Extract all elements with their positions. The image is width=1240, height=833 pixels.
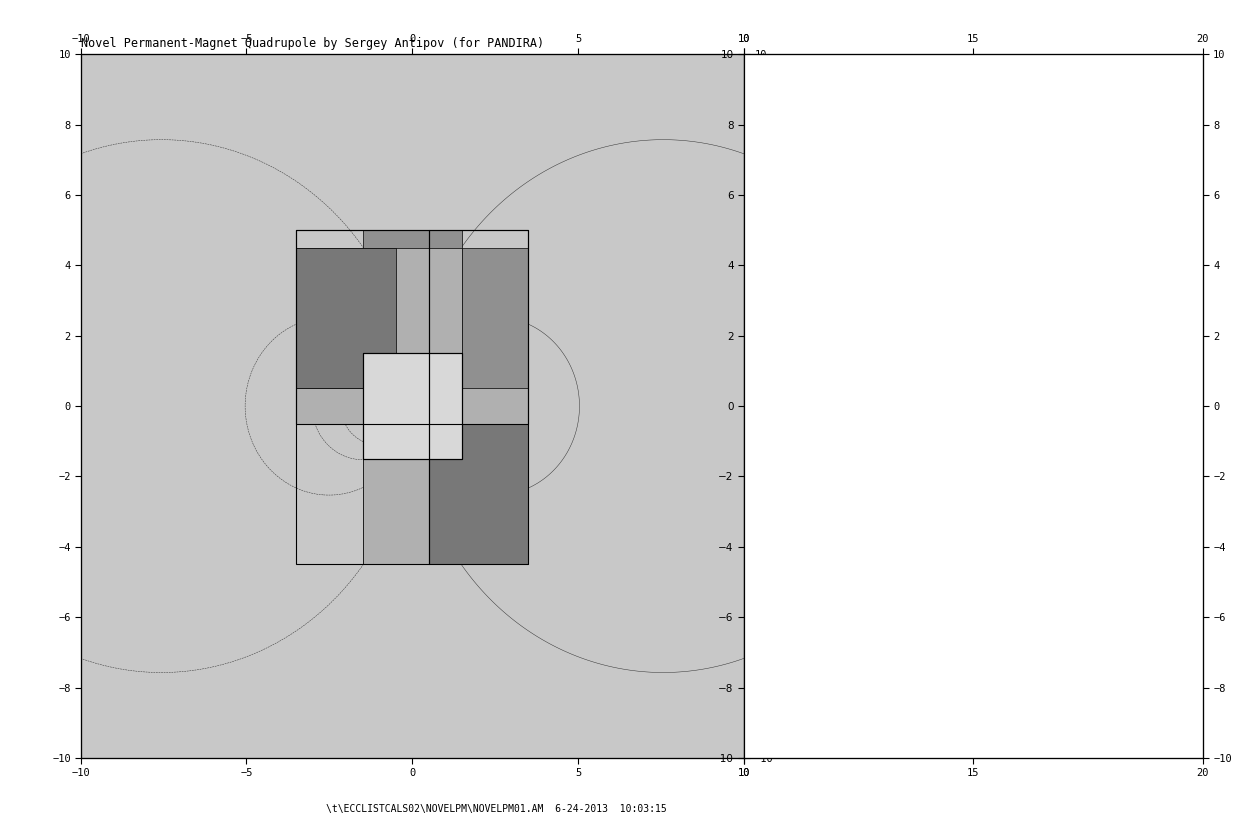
Text: \t\ECCLISTCALS02\NOVELPM\NOVELPM01.AM  6-24-2013  10:03:15: \t\ECCLISTCALS02\NOVELPM\NOVELPM01.AM 6-… — [326, 804, 666, 814]
Bar — [362, 247, 463, 565]
Bar — [362, 230, 463, 388]
Bar — [362, 353, 463, 459]
Bar — [429, 424, 528, 565]
Text: Novel Permanent-Magnet Quadrupole by Sergey Antipov (for PANDIRA): Novel Permanent-Magnet Quadrupole by Ser… — [81, 37, 543, 51]
Bar — [296, 230, 528, 424]
Bar — [362, 424, 463, 565]
Bar — [362, 353, 463, 459]
Bar — [429, 247, 528, 424]
Bar — [296, 388, 528, 424]
Bar — [296, 230, 429, 565]
Bar — [296, 247, 396, 388]
Bar — [429, 230, 528, 565]
Bar — [296, 247, 396, 424]
